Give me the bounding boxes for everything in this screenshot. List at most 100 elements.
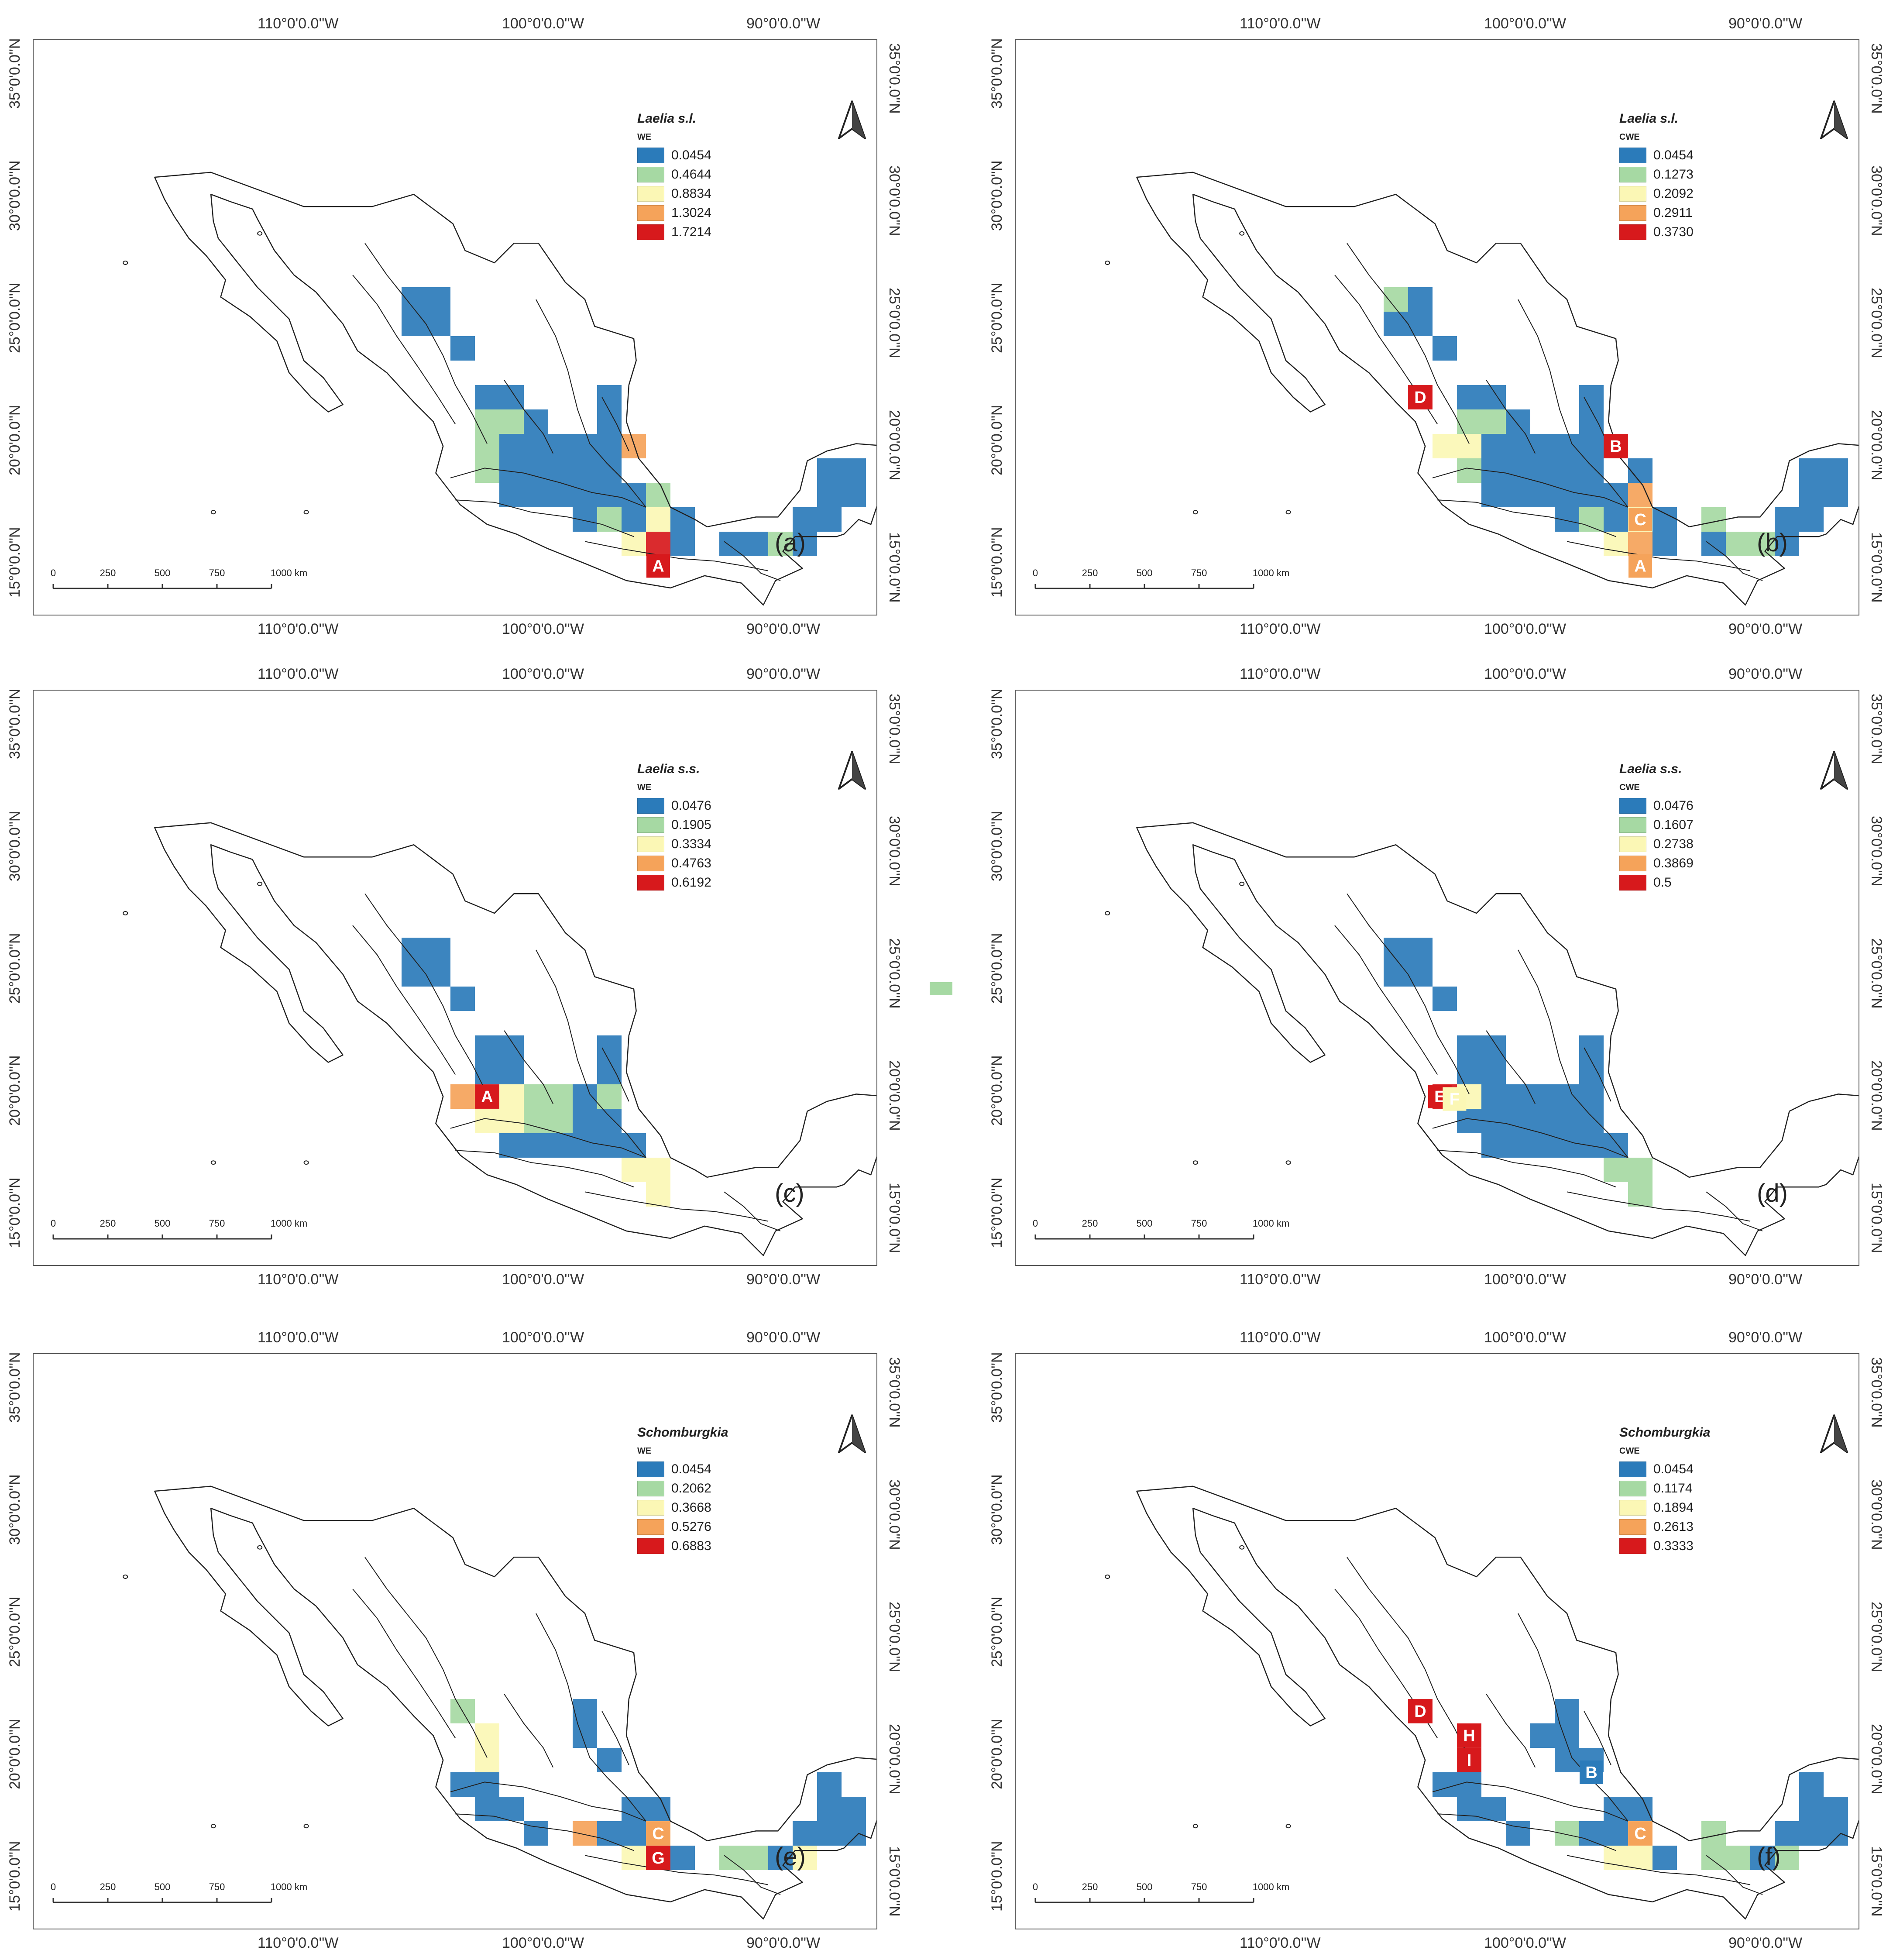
legend-swatch [637, 836, 664, 852]
grid-cell [1481, 483, 1506, 507]
legend-value: 0.5276 [671, 1520, 711, 1534]
hotspot-marker-box [1604, 434, 1628, 458]
north-arrow-icon [1820, 1414, 1848, 1453]
grid-cell [1555, 483, 1579, 507]
legend-item: 0.4763 [637, 854, 711, 873]
region-boundary [601, 1711, 629, 1765]
legend-title: Schomburgkia [637, 1425, 728, 1440]
north-arrow-icon [1820, 751, 1848, 790]
scale-bar-label: 750 [1191, 1218, 1207, 1229]
grid-cell [1384, 312, 1408, 336]
region-boundary [1432, 468, 1628, 508]
grid-cell [1481, 1060, 1506, 1084]
island [210, 1824, 216, 1829]
grid-cell [1726, 532, 1750, 556]
region-boundary [1437, 499, 1616, 537]
legend-swatch [1619, 836, 1646, 852]
scale-bar-label: 500 [1136, 1881, 1153, 1892]
latitude-label-right: 25°0'0.0''N [886, 938, 903, 1009]
grid-cell [1628, 483, 1653, 507]
legend-value: 0.1273 [1653, 167, 1694, 182]
grid-cell [1628, 532, 1653, 556]
hotspot-marker-box [1409, 1699, 1432, 1723]
island [1239, 231, 1245, 236]
map-frame: A B C D [1015, 39, 1859, 616]
legend-item: 0.2738 [1619, 835, 1694, 854]
grid-cell [842, 1797, 866, 1821]
scale-bar-label: 0 [50, 1881, 56, 1892]
longitude-label-top: 100°0'0.0''W [502, 666, 584, 682]
longitude-label-bottom: 110°0'0.0''W [258, 1935, 339, 1951]
scale-bar-label: 250 [100, 1881, 116, 1892]
grid-cell [793, 1846, 817, 1870]
scale-bar: 0 250 500 750 1000 km [1033, 567, 1289, 594]
grid-cell [426, 962, 450, 987]
latitude-label-left: 15°0'0.0''N [989, 527, 1005, 598]
grid-cell [1701, 532, 1726, 556]
hotspot-marker: B [1580, 1761, 1603, 1784]
legend-metric: CWE [1619, 132, 1640, 142]
island [1192, 1160, 1198, 1165]
scale-bar-label: 500 [1136, 1218, 1153, 1229]
scale-bar-label: 1000 km [1252, 1218, 1290, 1229]
grid-cell [1457, 385, 1481, 409]
grid-cell [1799, 1821, 1824, 1846]
grid-cell [1604, 1821, 1628, 1846]
region-boundary [352, 275, 456, 425]
legend-value: 0.5 [1653, 875, 1672, 890]
grid-cell [450, 987, 475, 1011]
scale-bar-label: 1000 km [270, 1218, 308, 1229]
scale-bar-label: 750 [209, 1881, 225, 1892]
region-boundary [1584, 1047, 1611, 1102]
latitude-label-left: 35°0'0.0''N [7, 688, 23, 759]
grid-cell [817, 483, 842, 507]
grid-cell [719, 532, 744, 556]
latitude-label-right: 20°0'0.0''N [886, 1724, 903, 1795]
hotspot-marker: H [1457, 1724, 1481, 1747]
latitude-label-right: 30°0'0.0''N [1868, 1479, 1885, 1550]
legend-item: 0.0454 [1619, 1460, 1710, 1479]
legend-item: 0.1894 [1619, 1498, 1710, 1517]
legend-item: 0.6192 [637, 873, 711, 892]
grid-cell [475, 1723, 499, 1748]
grid-cell [1530, 458, 1555, 483]
legend-item: 0.2092 [1619, 184, 1694, 203]
grid-cell [670, 1846, 695, 1870]
region-boundary [455, 1813, 634, 1851]
grid-cell [475, 1797, 499, 1821]
grid-cell [646, 483, 670, 507]
legend-item: 0.5 [1619, 873, 1694, 892]
grid-cell [1555, 458, 1579, 483]
latitude-label-left: 35°0'0.0''N [989, 688, 1005, 759]
region-boundary [1437, 1813, 1616, 1851]
grid-cell [817, 1797, 842, 1821]
legend-item: 0.2613 [1619, 1517, 1710, 1537]
island [257, 231, 263, 236]
grid-cell [1579, 507, 1604, 532]
grid-cell [524, 1084, 548, 1109]
map-panel-b: A B C D 110°0'0.0''W 110°0'0.0''W 100°0'0.0''W… [982, 0, 1893, 646]
grid-cell [1555, 1821, 1579, 1846]
island [1105, 1575, 1110, 1579]
grid-cell [1579, 1109, 1604, 1133]
longitude-label-top: 110°0'0.0''W [1240, 666, 1321, 682]
legend-swatch [637, 798, 664, 814]
latitude-label-left: 15°0'0.0''N [7, 1841, 23, 1912]
longitude-label-bottom: 110°0'0.0''W [1240, 1935, 1321, 1951]
panel-label: (c) [775, 1179, 804, 1207]
grid-cell [1604, 1797, 1628, 1821]
region-boundary [352, 925, 456, 1075]
region-boundary [1518, 949, 1628, 1158]
map-frame: A [33, 690, 877, 1266]
latitude-label-left: 30°0'0.0''N [989, 1474, 1005, 1545]
region-boundary [536, 1613, 646, 1822]
longitude-label-bottom: 90°0'0.0''W [1728, 621, 1803, 637]
hotspot-marker-box [1409, 385, 1432, 409]
grid-cell [499, 1035, 524, 1060]
island [123, 261, 128, 265]
latitude-label-left: 35°0'0.0''N [7, 1352, 23, 1423]
grid-cell [1530, 1109, 1555, 1133]
latitude-label-left: 30°0'0.0''N [7, 1474, 23, 1545]
grid-cell [1824, 1821, 1848, 1846]
legend: Schomburgkia CWE 0.0454 0.1174 0.1894 0.2613 0… [1619, 1425, 1710, 1556]
